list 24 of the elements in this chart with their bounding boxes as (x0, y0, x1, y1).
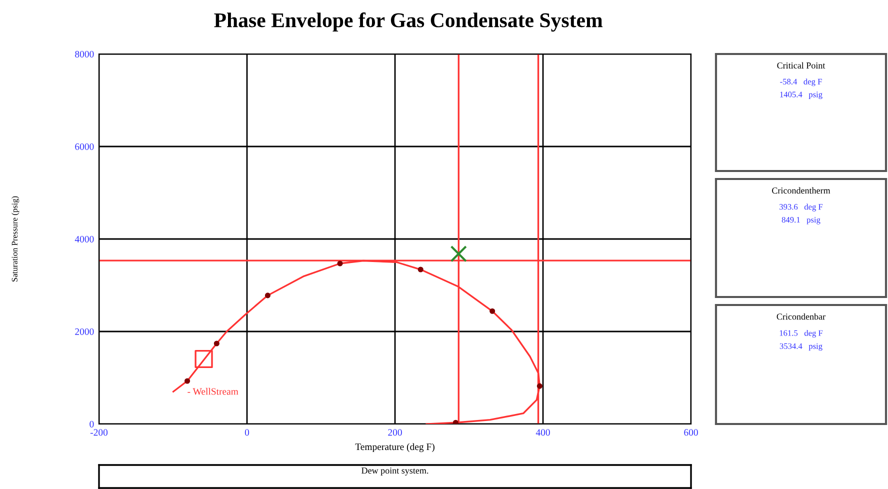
x-tick-label: 200 (388, 429, 402, 436)
text: -58.4 deg F (780, 78, 822, 86)
x-tick-label: 600 (684, 429, 698, 436)
text: Critical Point (777, 62, 826, 69)
annotation: - WellStream (188, 388, 238, 395)
text: 1405.4 psig (780, 92, 822, 99)
y-axis-title: Saturation Pressure (psig) (12, 196, 20, 282)
y-tick-label: 8000 (75, 50, 94, 58)
text: 161.5 deg F (780, 330, 823, 338)
y-tick-label: 6000 (75, 143, 94, 150)
text: Dew point system. (362, 468, 428, 476)
x-tick-label: 400 (536, 429, 550, 436)
text: Cricondentherm (772, 187, 830, 194)
y-tick-label: 0 (90, 420, 94, 428)
x-tick-label: -200 (90, 429, 108, 436)
x-tick-label: 0 (244, 429, 250, 436)
text: Cricondenbar (776, 313, 826, 320)
y-tick-label: 2000 (75, 328, 94, 335)
text: 393.6 deg F (780, 204, 823, 212)
y-tick-label: 4000 (74, 236, 94, 242)
text: 849.1 psig (782, 216, 820, 224)
x-axis-title: Temperature (deg F) (355, 443, 434, 452)
text: 3534.4 psig (780, 343, 822, 351)
chart-title: Phase Envelope for Gas Condensate System (214, 12, 603, 32)
